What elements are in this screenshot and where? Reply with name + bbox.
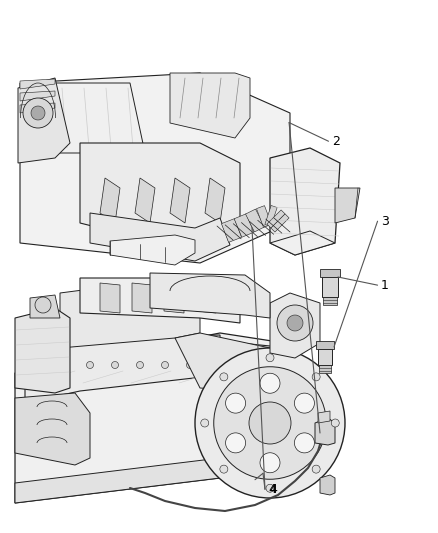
Polygon shape [335, 188, 360, 223]
Polygon shape [246, 209, 265, 232]
Text: 2: 2 [332, 135, 340, 148]
Polygon shape [150, 273, 270, 318]
Polygon shape [271, 214, 289, 232]
Circle shape [277, 305, 313, 341]
Circle shape [195, 348, 345, 498]
Polygon shape [20, 103, 55, 113]
Polygon shape [135, 178, 155, 223]
Polygon shape [15, 308, 70, 393]
Polygon shape [110, 235, 195, 265]
Circle shape [226, 433, 246, 453]
Polygon shape [170, 73, 250, 138]
Polygon shape [170, 178, 190, 223]
Polygon shape [164, 283, 184, 313]
Polygon shape [100, 178, 120, 223]
Circle shape [226, 393, 246, 413]
Circle shape [294, 433, 314, 453]
Circle shape [201, 419, 209, 427]
Polygon shape [132, 283, 152, 313]
Circle shape [287, 315, 303, 331]
Polygon shape [240, 343, 295, 478]
Polygon shape [315, 418, 335, 445]
Circle shape [214, 367, 326, 479]
Polygon shape [323, 297, 337, 305]
Polygon shape [318, 411, 330, 423]
Polygon shape [320, 269, 340, 277]
Polygon shape [205, 178, 225, 223]
Circle shape [220, 465, 228, 473]
Polygon shape [175, 333, 270, 393]
Polygon shape [30, 83, 145, 153]
Circle shape [23, 98, 53, 128]
Circle shape [312, 373, 320, 381]
Polygon shape [234, 214, 254, 237]
Polygon shape [60, 278, 200, 348]
Circle shape [187, 361, 194, 368]
Polygon shape [320, 475, 335, 495]
Polygon shape [25, 335, 220, 403]
Polygon shape [20, 91, 55, 101]
Circle shape [266, 484, 274, 492]
Circle shape [249, 402, 291, 444]
Polygon shape [222, 219, 242, 243]
Circle shape [162, 361, 169, 368]
Polygon shape [270, 293, 320, 358]
Circle shape [312, 465, 320, 473]
Polygon shape [20, 79, 55, 89]
Circle shape [36, 361, 43, 368]
Polygon shape [100, 283, 120, 313]
Circle shape [61, 361, 68, 368]
Circle shape [294, 393, 314, 413]
Polygon shape [265, 206, 277, 227]
Polygon shape [257, 206, 272, 228]
Circle shape [31, 106, 45, 120]
Circle shape [137, 361, 144, 368]
Text: 1: 1 [381, 279, 389, 292]
Circle shape [112, 361, 119, 368]
Polygon shape [319, 365, 331, 373]
Polygon shape [267, 210, 285, 228]
Text: 4: 4 [268, 483, 276, 496]
Polygon shape [90, 213, 230, 261]
Polygon shape [322, 277, 338, 297]
Polygon shape [30, 295, 60, 318]
Polygon shape [318, 349, 332, 365]
Circle shape [260, 373, 280, 393]
Circle shape [266, 354, 274, 362]
Text: 4: 4 [269, 483, 277, 496]
Circle shape [220, 373, 228, 381]
Polygon shape [270, 231, 335, 255]
Polygon shape [316, 341, 334, 349]
Polygon shape [15, 333, 285, 503]
Polygon shape [270, 148, 340, 255]
Circle shape [86, 361, 93, 368]
Circle shape [331, 419, 339, 427]
Polygon shape [15, 458, 220, 503]
Text: 3: 3 [381, 215, 389, 228]
Polygon shape [196, 283, 216, 313]
Polygon shape [18, 78, 70, 163]
Polygon shape [80, 278, 240, 323]
Polygon shape [20, 73, 290, 263]
Circle shape [260, 453, 280, 473]
Polygon shape [15, 393, 90, 465]
Polygon shape [80, 143, 240, 253]
Circle shape [35, 297, 51, 313]
